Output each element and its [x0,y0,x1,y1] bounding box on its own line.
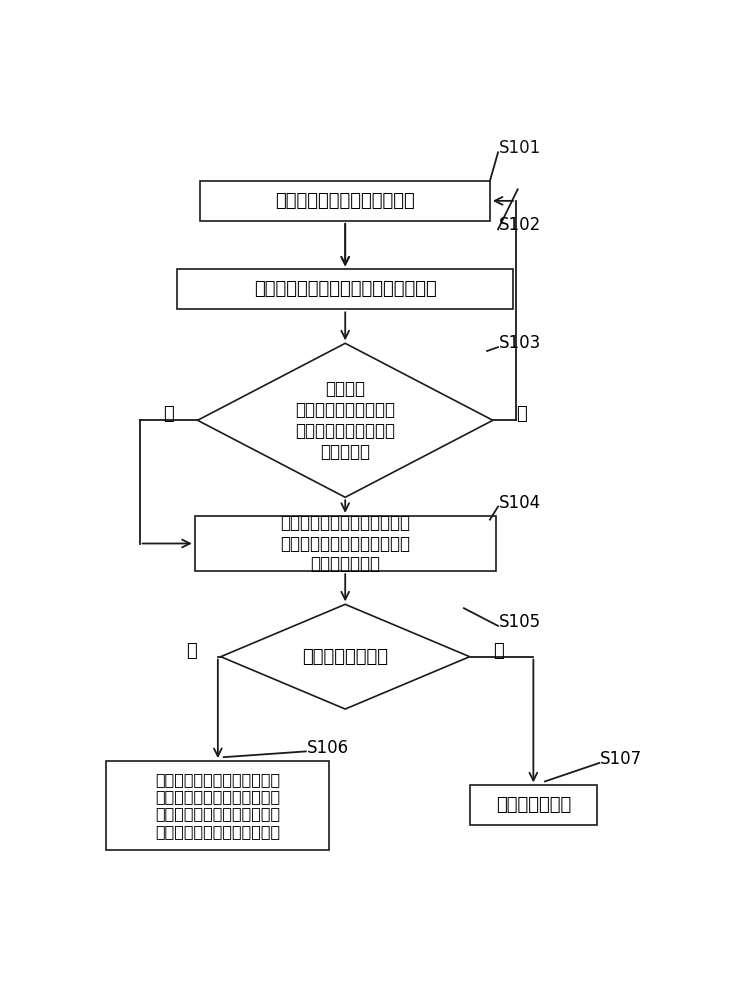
Bar [470,785,597,825]
Text: S107: S107 [600,750,642,768]
Text: 根据侧面触摸屏上的接触动作
判断每一接触动作对应的手指
并获取接触位置: 根据侧面触摸屏上的接触动作 判断每一接触动作对应的手指 并获取接触位置 [280,514,410,573]
Text: 进行常规的操控: 进行常规的操控 [496,796,571,814]
Text: 判断侧面
触摸屏上的接触动作的
压力值是否大于或等于
预设压力值: 判断侧面 触摸屏上的接触动作的 压力值是否大于或等于 预设压力值 [295,380,395,461]
Text: S104: S104 [499,494,541,512]
Text: 在接触位置生成虚拟按键，并
根据对应的手指在虚拟按键上
的触摸动作产生交互控制指令
，以控制移动终端的工作状态: 在接触位置生成虚拟按键，并 根据对应的手指在虚拟按键上 的触摸动作产生交互控制指… [155,772,280,839]
Polygon shape [197,343,493,497]
Text: S101: S101 [499,139,541,157]
Text: 检测侧面触摸屏上的接触动作: 检测侧面触摸屏上的接触动作 [276,192,415,210]
Polygon shape [221,604,470,709]
Text: S105: S105 [499,613,541,631]
Bar [200,181,490,221]
Bar [106,761,329,850]
Text: S103: S103 [499,334,541,352]
Text: 否: 否 [493,642,504,660]
Bar [177,269,513,309]
Text: 检测侧面触摸屏上的接触动作的压力值: 检测侧面触摸屏上的接触动作的压力值 [254,280,436,298]
Text: 是: 是 [187,642,197,660]
Text: S106: S106 [306,739,349,757]
Text: 否: 否 [516,405,527,423]
Text: 是否符合预设条件: 是否符合预设条件 [303,648,388,666]
Bar [195,516,496,571]
Text: S102: S102 [499,216,541,234]
Text: 是: 是 [164,405,174,423]
